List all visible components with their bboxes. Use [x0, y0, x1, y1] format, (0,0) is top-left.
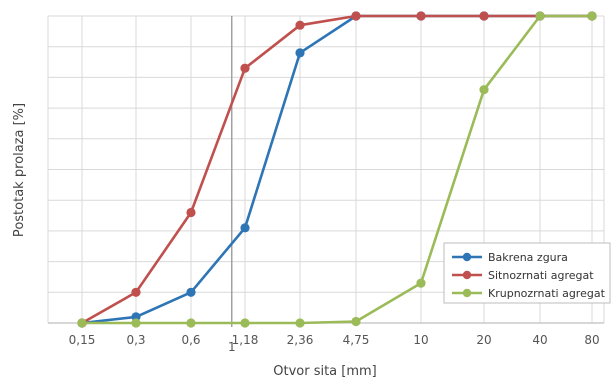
data-point	[479, 85, 489, 95]
data-point	[295, 318, 305, 328]
legend: Bakrena zgura Sitnozrnati agregat Krupnozr…	[443, 242, 611, 304]
data-point	[131, 287, 141, 297]
legend-label: Bakrena zgura	[488, 251, 568, 264]
data-point	[240, 318, 250, 328]
data-point	[240, 63, 250, 73]
series-line	[80, 14, 594, 325]
x-tick-label: 1,18	[232, 333, 259, 347]
x-tick-label: 4,75	[343, 333, 370, 347]
data-point	[535, 11, 545, 21]
x-tick-label: 0,6	[181, 333, 200, 347]
reference-line-group: 1	[228, 16, 236, 354]
data-point	[587, 11, 597, 21]
legend-swatch-marker	[462, 252, 472, 262]
x-tick-label: 0,15	[69, 333, 96, 347]
data-point	[479, 11, 489, 21]
x-tick-label: 40	[532, 333, 547, 347]
x-tick-label: 80	[584, 333, 599, 347]
legend-swatch-marker	[462, 288, 472, 298]
x-axis-title: Otvor sita [mm]	[273, 364, 377, 379]
data-point	[351, 11, 361, 21]
series-lines	[77, 11, 597, 328]
x-tick-label: 0,3	[126, 333, 145, 347]
data-point	[416, 278, 426, 288]
data-point	[351, 316, 361, 327]
data-point	[186, 207, 196, 218]
reference-line-label: 1	[228, 340, 236, 354]
data-point	[131, 318, 141, 328]
tick-labels: 0,15 0,3 0,6 1,18 2,36 4,75 10 20 40 80	[69, 333, 600, 347]
data-point	[186, 287, 196, 297]
x-tick-label: 20	[476, 333, 491, 347]
data-point	[240, 223, 250, 233]
x-tick-label: 2,36	[287, 333, 314, 347]
series-line	[80, 14, 594, 325]
data-point	[416, 11, 426, 21]
y-axis-title: Postotak prolaza [%]	[12, 103, 27, 237]
data-point	[186, 318, 196, 328]
legend-label: Sitnozrnati agregat	[488, 269, 594, 282]
data-point	[77, 318, 87, 328]
data-point	[295, 48, 305, 58]
legend-label: Krupnozrnati agregat	[488, 287, 606, 300]
data-point	[295, 20, 305, 30]
x-tick-label: 10	[413, 333, 428, 347]
legend-swatch-marker	[462, 270, 472, 280]
